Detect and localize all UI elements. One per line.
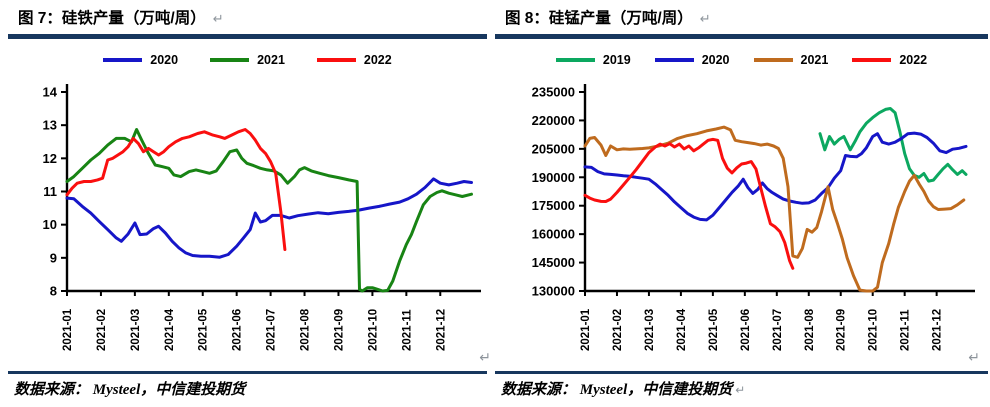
svg-text:145000: 145000 xyxy=(532,255,575,270)
svg-text:130000: 130000 xyxy=(532,284,575,299)
svg-text:2021-02: 2021-02 xyxy=(96,309,108,351)
svg-text:2021-01: 2021-01 xyxy=(580,308,592,351)
svg-text:2021-03: 2021-03 xyxy=(130,309,142,351)
svg-text:14: 14 xyxy=(43,85,58,100)
bottom-divider-bar xyxy=(495,371,988,374)
chart-title-text: 图 8：硅锰产量（万吨/周） xyxy=(505,10,693,27)
svg-text:2021-02: 2021-02 xyxy=(612,309,624,351)
legend-label: 2019 xyxy=(602,53,631,67)
svg-text:2021-07: 2021-07 xyxy=(266,309,278,351)
svg-text:2021-12: 2021-12 xyxy=(435,309,447,351)
legend-swatch xyxy=(316,58,356,62)
chart-title-text: 图 7：硅铁产量（万吨/周） xyxy=(18,10,206,27)
svg-text:2021-06: 2021-06 xyxy=(740,309,752,351)
paragraph-return-icon: ↵ xyxy=(212,11,224,26)
svg-text:2021-10: 2021-10 xyxy=(367,309,379,351)
chart-panel-left: 图 7：硅铁产量（万吨/周） ↵ 2020 2021 2022 8 9 10 11 12 13 1… xyxy=(8,0,491,407)
svg-text:2021-03: 2021-03 xyxy=(644,309,656,351)
svg-text:11: 11 xyxy=(43,184,57,199)
svg-text:2021-04: 2021-04 xyxy=(676,308,688,351)
legend-label: 2020 xyxy=(150,53,179,67)
legend-swatch xyxy=(852,58,892,62)
svg-text:2021-07: 2021-07 xyxy=(772,309,784,351)
page-title: 图 8：硅锰产量（万吨/周） ↵ xyxy=(495,0,988,28)
svg-text:190000: 190000 xyxy=(532,170,575,185)
svg-text:2021-08: 2021-08 xyxy=(300,308,312,351)
paragraph-return-icon: ↵ xyxy=(735,383,746,397)
svg-text:2021-09: 2021-09 xyxy=(836,309,848,351)
legend-swatch xyxy=(555,58,595,62)
svg-text:2021-04: 2021-04 xyxy=(164,308,176,351)
data-source-text: 数据来源： Mysteel，中信建投期货 ↵ xyxy=(501,378,745,399)
source-text: 数据来源： Mysteel，中信建投期货 xyxy=(501,382,733,398)
paragraph-return-icon: ↵ xyxy=(479,349,491,365)
svg-text:2021-11: 2021-11 xyxy=(401,309,413,351)
chart-legend: 2019 2020 2021 2022 xyxy=(495,50,988,70)
legend-swatch xyxy=(753,58,793,62)
svg-text:2021-11: 2021-11 xyxy=(900,309,912,351)
legend-label: 2021 xyxy=(800,53,829,67)
svg-text:2021-12: 2021-12 xyxy=(932,309,944,351)
title-divider-bar xyxy=(8,34,487,39)
source-text: 数据来源： Mysteel，中信建投期货 xyxy=(14,382,246,398)
legend-item-2022: 2022 xyxy=(852,53,927,67)
svg-text:2021-10: 2021-10 xyxy=(868,309,880,351)
legend-label: 2022 xyxy=(899,53,928,67)
svg-text:175000: 175000 xyxy=(532,198,575,213)
legend-item-2020: 2020 xyxy=(654,53,730,67)
legend-swatch xyxy=(210,58,250,62)
line-chart-silicon-manganese: 130000 145000 160000 175000 190000 205000 2200… xyxy=(532,84,975,351)
title-divider-bar xyxy=(495,34,988,39)
legend-label: 2021 xyxy=(257,53,285,67)
svg-text:2021-09: 2021-09 xyxy=(333,309,345,351)
svg-text:160000: 160000 xyxy=(532,227,575,242)
chart-legend: 2020 2021 2022 xyxy=(8,50,487,70)
legend-item-2022: 2022 xyxy=(316,53,392,67)
page-title: 图 7：硅铁产量（万吨/周） ↵ xyxy=(8,0,487,28)
legend-item-2021: 2021 xyxy=(210,53,285,67)
svg-text:2021-01: 2021-01 xyxy=(62,308,74,351)
svg-text:220000: 220000 xyxy=(532,113,575,128)
legend-label: 2020 xyxy=(701,53,730,67)
data-source-text: 数据来源： Mysteel，中信建投期货 xyxy=(14,378,248,399)
legend-item-2020: 2020 xyxy=(103,53,178,67)
legend-swatch xyxy=(654,58,694,62)
legend-item-2019: 2019 xyxy=(555,53,631,67)
svg-text:12: 12 xyxy=(43,151,57,166)
svg-text:205000: 205000 xyxy=(532,141,575,156)
svg-text:2021-06: 2021-06 xyxy=(232,309,244,351)
legend-item-2021: 2021 xyxy=(753,53,829,67)
legend-label: 2022 xyxy=(363,53,392,67)
svg-text:13: 13 xyxy=(43,118,57,133)
chart-panel-right: 图 8：硅锰产量（万吨/周） ↵ 2019 2020 2021 2022 130000 1… xyxy=(495,0,988,407)
svg-text:10: 10 xyxy=(43,217,57,232)
svg-text:8: 8 xyxy=(50,284,57,299)
svg-text:2021-05: 2021-05 xyxy=(708,308,720,351)
paragraph-return-icon: ↵ xyxy=(699,11,711,26)
line-chart-silicon-iron: 8 9 10 11 12 13 14 2021-01 2021-02 2021-03 2021-04… xyxy=(43,84,481,351)
svg-text:2021-05: 2021-05 xyxy=(198,308,210,351)
svg-text:9: 9 xyxy=(50,250,57,265)
svg-text:2021-08: 2021-08 xyxy=(804,308,816,351)
legend-swatch xyxy=(103,58,143,62)
paragraph-return-icon: ↵ xyxy=(968,349,980,365)
bottom-divider-bar xyxy=(8,371,487,374)
svg-text:235000: 235000 xyxy=(532,85,575,100)
